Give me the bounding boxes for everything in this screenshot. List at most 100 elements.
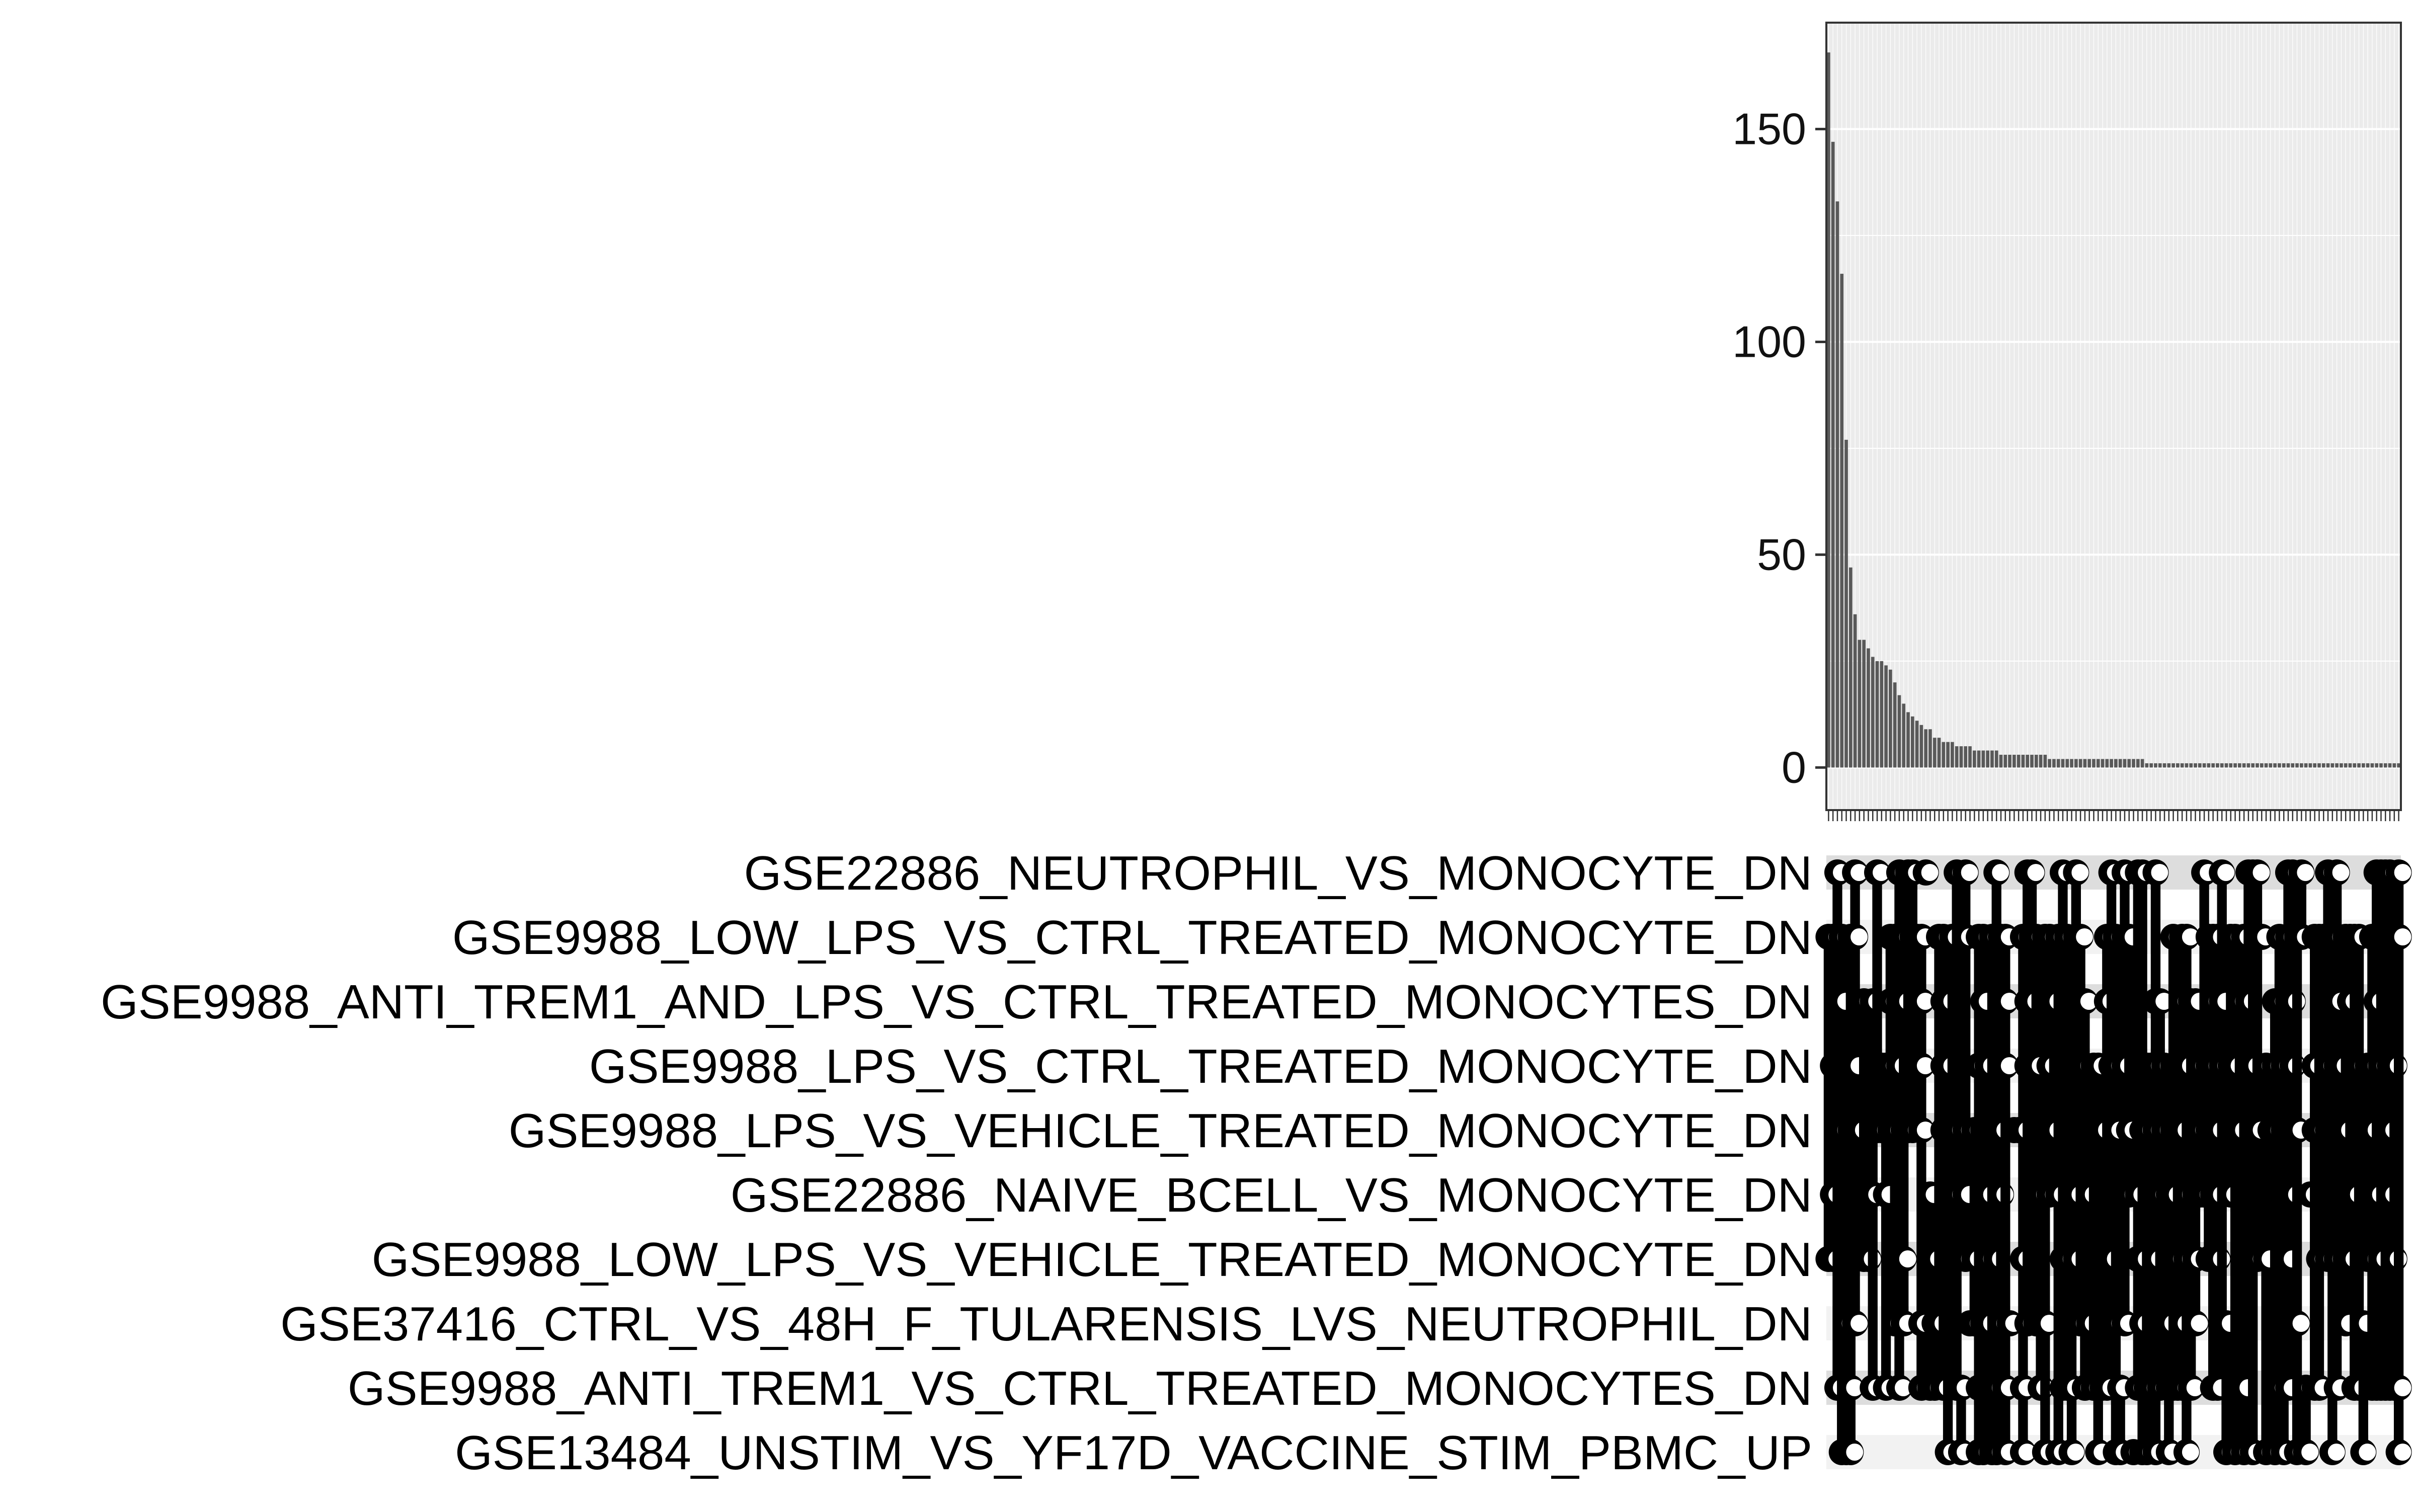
intersection-bar [2251, 763, 2255, 768]
membership-dot-highlight [2067, 1444, 2084, 1461]
membership-dot-highlight [2182, 1444, 2199, 1461]
intersection-bar [1999, 755, 2003, 768]
membership-dot-highlight [1846, 1444, 1864, 1461]
intersection-bar [2202, 763, 2206, 768]
intersection-bar [2078, 759, 2082, 768]
intersection-bar [2070, 759, 2073, 768]
intersection-bar [1942, 742, 1946, 768]
set-label: GSE9988_ANTI_TREM1_AND_LPS_VS_CTRL_TREAT… [101, 975, 1812, 1029]
intersection-bar [2194, 763, 2197, 768]
intersection-bar [1959, 746, 1963, 768]
intersection-bar [1858, 640, 1862, 768]
intersection-bar [2224, 763, 2228, 768]
intersection-bar [2220, 763, 2224, 768]
intersection-bar [2017, 755, 2021, 768]
intersection-bar [1919, 725, 1923, 768]
intersection-bar [2021, 755, 2025, 768]
membership-dot-highlight [2000, 1057, 2018, 1074]
intersection-bar [2388, 763, 2392, 768]
intersection-bar [2105, 759, 2109, 768]
intersection-bar [2158, 763, 2162, 768]
intersection-bar [2145, 763, 2149, 768]
intersection-bar [1964, 746, 1968, 768]
intersection-bar [1840, 274, 1844, 768]
membership-dot-highlight [2155, 993, 2173, 1010]
membership-dot-highlight [1899, 1250, 1916, 1267]
membership-dot-highlight [2076, 928, 2094, 945]
intersection-bar [2043, 755, 2047, 768]
intersection-bar [2317, 763, 2321, 768]
intersection-bar [2229, 763, 2233, 768]
intersection-bar [2013, 755, 2016, 768]
intersection-bar [2269, 763, 2273, 768]
intersection-bar [2039, 755, 2043, 768]
intersection-bar [2176, 763, 2180, 768]
intersection-bar [2291, 763, 2295, 768]
intersection-bar [1981, 750, 1985, 768]
intersection-bar [1853, 614, 1857, 768]
intersection-bar [2087, 759, 2091, 768]
intersection-bar [1990, 750, 1994, 768]
intersection-bar [2383, 763, 2387, 768]
intersection-bar [1880, 661, 1884, 768]
intersection-bar [1827, 52, 1830, 768]
membership-dot-highlight [1916, 1122, 1934, 1139]
intersection-bar [2308, 763, 2312, 768]
intersection-bar [2233, 763, 2237, 768]
membership-dot-highlight [2252, 864, 2270, 881]
intersection-bar [2260, 763, 2264, 768]
intersection-bar [2171, 763, 2175, 768]
intersection-bar [2242, 763, 2246, 768]
intersection-bar [2118, 759, 2122, 768]
intersection-bar [2034, 755, 2038, 768]
membership-dot-highlight [2394, 864, 2411, 881]
intersection-bar [2397, 763, 2400, 768]
intersection-bar [2304, 763, 2308, 768]
intersection-bar [2189, 763, 2193, 768]
intersection-bar [1928, 729, 1932, 768]
membership-dot-highlight [2027, 864, 2045, 881]
membership-dot-highlight [1921, 864, 1939, 881]
intersection-bar [2348, 763, 2352, 768]
intersection-bar [1902, 703, 1906, 768]
set-label: GSE22886_NAIVE_BCELL_VS_MONOCYTE_DN [731, 1168, 1812, 1222]
membership-dot-highlight [2182, 928, 2199, 945]
y-axis: 0 50 100 150 [1732, 104, 1826, 792]
intersection-size-panel [1825, 22, 2402, 821]
membership-dot-highlight [2301, 1444, 2319, 1461]
set-label: GSE9988_LPS_VS_VEHICLE_TREATED_MONOCYTE_… [509, 1104, 1812, 1158]
membership-dot-highlight [2071, 864, 2089, 881]
intersection-bar [1955, 746, 1959, 768]
intersection-bar [1906, 712, 1910, 768]
membership-dot-highlight [1873, 864, 1890, 881]
intersection-bar [2132, 759, 2135, 768]
intersection-bar [2278, 763, 2281, 768]
set-labels: GSE22886_NEUTROPHIL_VS_MONOCYTE_DN GSE998… [101, 846, 1812, 1480]
membership-dot-highlight [1992, 864, 2009, 881]
membership-dot-highlight [1850, 928, 1868, 945]
intersection-bar [2167, 763, 2171, 768]
intersection-bar [1831, 141, 1835, 768]
intersection-bar [1897, 695, 1901, 768]
intersection-bar [1867, 648, 1870, 768]
intersection-bar [2123, 759, 2127, 768]
intersection-bar [2379, 763, 2383, 768]
intersection-bar [2185, 763, 2189, 768]
intersection-bar [2127, 759, 2131, 768]
intersection-bar [1972, 750, 1976, 768]
intersection-bar [1889, 669, 1892, 768]
intersection-bar [2273, 763, 2277, 768]
intersection-bar [2056, 759, 2060, 768]
plot-panel-background [1826, 23, 2401, 810]
membership-dot-highlight [1916, 993, 1934, 1010]
intersection-bar [2353, 763, 2357, 768]
intersection-bar [2256, 763, 2259, 768]
set-matrix-panel [1815, 855, 2412, 1469]
y-tick-label: 0 [1782, 742, 1806, 792]
membership-dot-highlight [2297, 864, 2314, 881]
intersection-bar [1910, 716, 1914, 768]
intersection-bar [2140, 759, 2144, 768]
intersection-bar [2326, 763, 2330, 768]
intersection-bar [1968, 746, 1972, 768]
